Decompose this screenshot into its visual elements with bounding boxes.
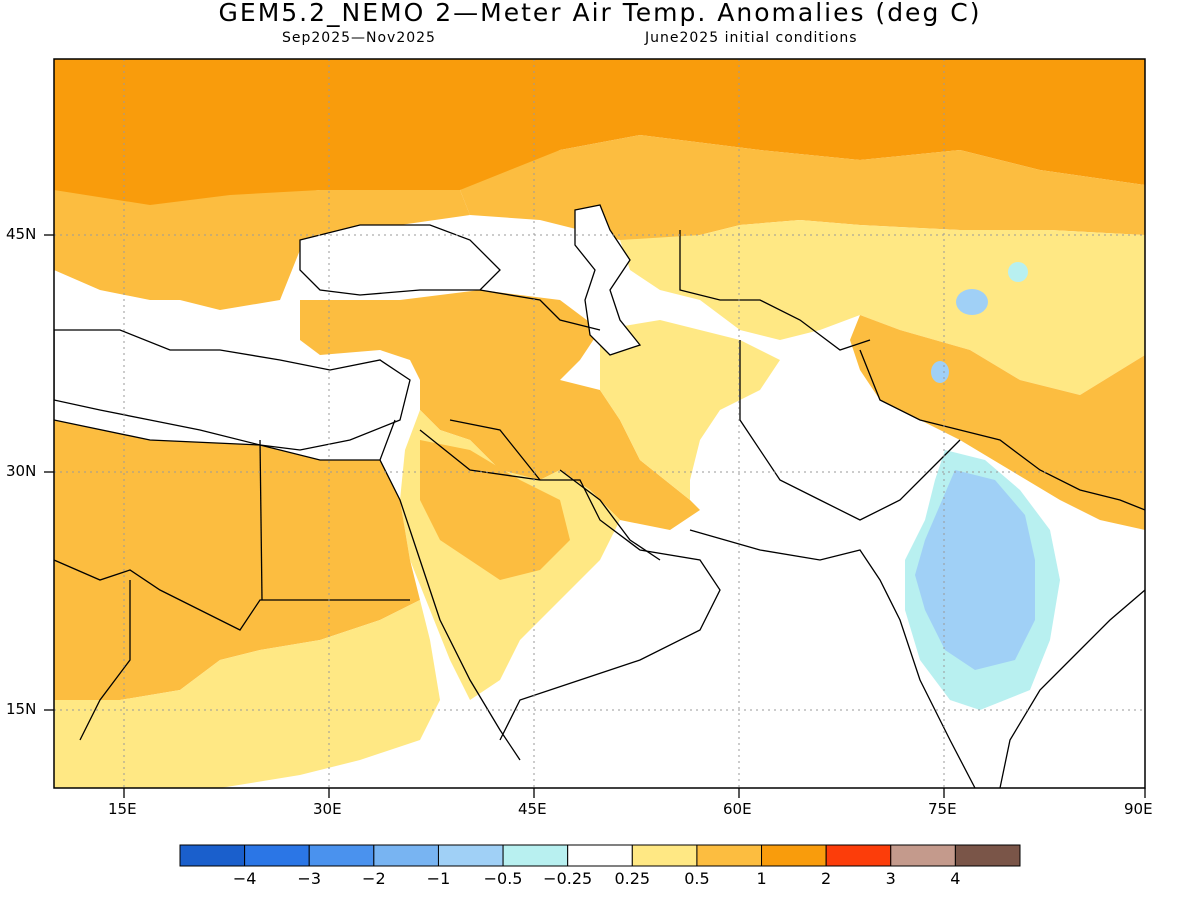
colorbar-box [567, 844, 633, 867]
colorbar-label: −2 [362, 869, 386, 888]
colorbar-box [825, 844, 892, 867]
colorbar-label: −1 [426, 869, 451, 888]
axis-ticks [44, 234, 1146, 798]
coastlines [54, 230, 1145, 788]
colorbar-box [890, 844, 956, 867]
colorbar-label: −4 [232, 869, 257, 888]
initial-conditions: June2025 initial conditions [645, 30, 858, 46]
anomaly-cold-spot-3 [931, 361, 949, 383]
colorbar-box [244, 844, 310, 867]
lon-label-75e: 75E [928, 800, 957, 818]
lon-label-45e: 45E [518, 800, 547, 818]
lon-label-90e: 90E [1124, 800, 1153, 818]
colorbar-box [179, 844, 246, 867]
colorbar-box [761, 844, 827, 867]
anomaly-arabia-moderate [420, 440, 570, 580]
map-title: GEM5.2_NEMO 2—Meter Air Temp. Anomalies … [218, 0, 982, 27]
lon-label-60e: 60E [723, 800, 752, 818]
lat-label-30n: 30N [6, 462, 37, 480]
colorbar-box [696, 844, 763, 867]
colorbar-label: 0.5 [684, 869, 710, 888]
colorbar-box [631, 844, 698, 867]
lat-label-45n: 45N [6, 225, 37, 243]
graticule [54, 59, 1145, 788]
colorbar [179, 844, 1021, 867]
anomaly-india-blue [915, 470, 1035, 670]
colorbar-box [308, 844, 375, 867]
anomaly-central-asia [460, 135, 1145, 245]
colorbar-label: −3 [297, 869, 322, 888]
colorbar-box [373, 844, 439, 867]
anomaly-middle-east [300, 290, 700, 530]
lon-label-30e: 30E [313, 800, 342, 818]
colorbar-label: −0.25 [543, 869, 593, 888]
mediterranean-sea [54, 329, 411, 451]
colorbar-label: 2 [821, 869, 832, 888]
anomaly-north-strong [54, 59, 1145, 210]
colorbar-box [437, 844, 504, 867]
plot-frame [53, 58, 1146, 789]
anomaly-cold-spot-1 [956, 289, 988, 315]
caspian-sea [574, 204, 642, 356]
colorbar-label: 0.25 [614, 869, 651, 888]
lat-label-15n: 15N [6, 700, 37, 718]
colorbar-label: 1 [756, 869, 767, 888]
anomaly-sahel-yellow [54, 600, 440, 788]
anomaly-tibet [850, 315, 1145, 530]
forecast-period: Sep2025—Nov2025 [282, 30, 436, 46]
colorbar-box [954, 844, 1021, 867]
anomaly-cold-spot-2 [1008, 262, 1028, 282]
colorbar-label: 4 [950, 869, 961, 888]
anomaly-iran-yellow [600, 320, 780, 500]
colorbar-box [502, 844, 569, 867]
anomaly-europe [54, 190, 470, 310]
colorbar-label: −0.5 [483, 869, 523, 888]
map-fill [54, 59, 1145, 788]
colorbar-label: 3 [885, 869, 896, 888]
lon-label-15e: 15E [108, 800, 137, 818]
